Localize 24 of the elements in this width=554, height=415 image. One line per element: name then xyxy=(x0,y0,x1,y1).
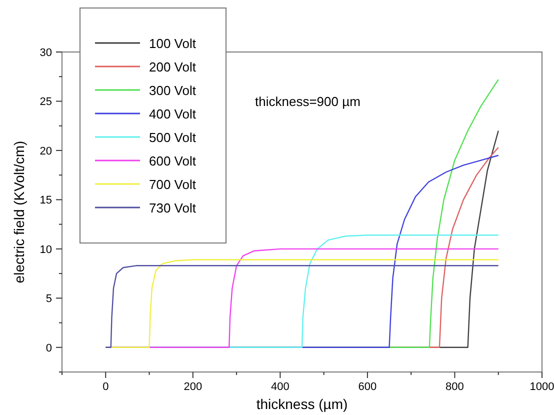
legend-label: 500 Volt xyxy=(149,130,196,145)
legend-label: 100 Volt xyxy=(149,36,196,51)
legend-label: 400 Volt xyxy=(149,106,196,122)
x-tick-label: 200 xyxy=(184,381,202,393)
y-tick-label: 10 xyxy=(40,244,52,256)
x-tick-label: 1000 xyxy=(530,381,554,393)
x-tick-label: 0 xyxy=(102,381,109,393)
x-tick-label: 600 xyxy=(358,381,377,393)
y-tick-label: 15 xyxy=(40,194,52,207)
legend-label: 200 Volt xyxy=(149,60,196,74)
annotation: thickness=900 µm xyxy=(255,94,360,109)
y-tick-label: 20 xyxy=(40,145,52,158)
legend-label: 700 Volt xyxy=(149,177,196,192)
y-tick-label: 25 xyxy=(40,96,52,108)
legend-label: 300 Volt xyxy=(149,83,196,98)
y-tick-label: 5 xyxy=(46,293,52,306)
y-tick-label: 30 xyxy=(40,47,52,59)
y-axis-title: electric field (KVolt/cm) xyxy=(11,140,27,284)
x-axis-title: thickness (µm) xyxy=(256,396,348,412)
x-tick-label: 400 xyxy=(271,381,290,393)
y-tick-label: 0 xyxy=(46,342,52,354)
legend-label: 730 Volt xyxy=(149,200,196,216)
x-tick-label: 800 xyxy=(446,381,464,393)
legend-label: 600 Volt xyxy=(149,154,196,168)
